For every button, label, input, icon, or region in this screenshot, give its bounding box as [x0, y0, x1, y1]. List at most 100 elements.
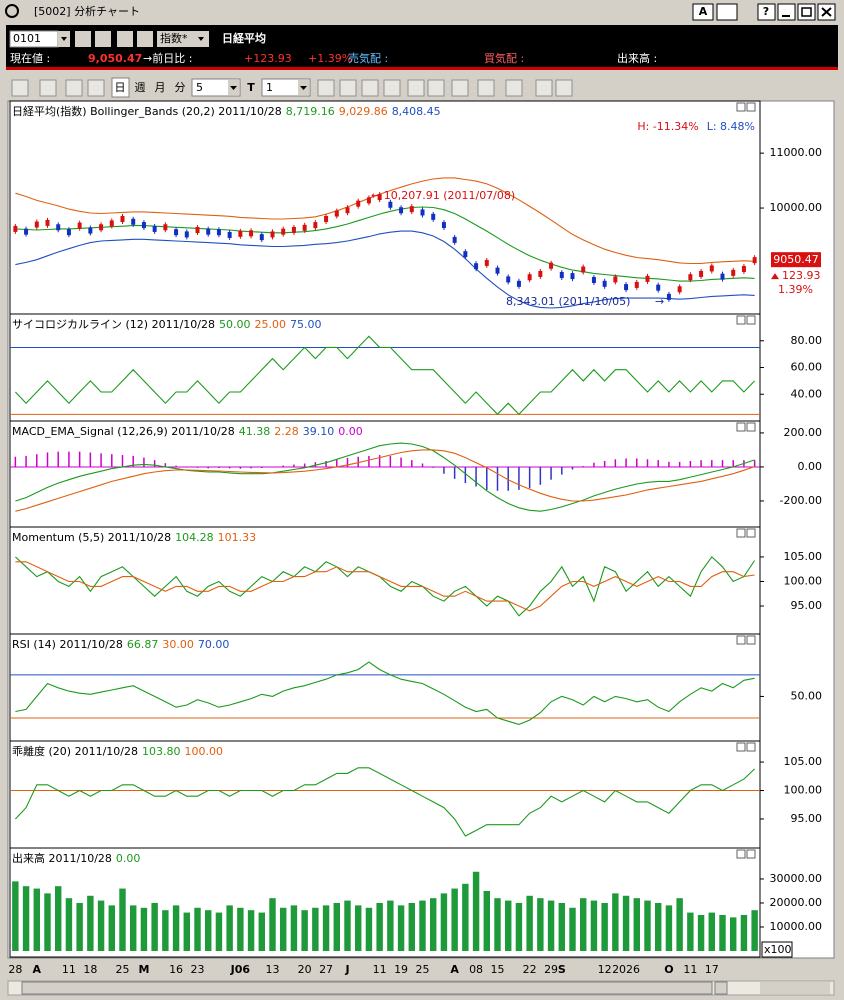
panel-min-button[interactable] [736, 422, 746, 432]
grid-tool-button[interactable] [407, 79, 425, 97]
price-box [771, 252, 821, 268]
check-button[interactable] [117, 31, 133, 47]
x-tick-label: 11 [62, 963, 76, 976]
line-tool-button[interactable] [317, 79, 335, 97]
bar-tool-button[interactable] [339, 79, 357, 97]
x-tick-label: 11 [683, 963, 697, 976]
minimize-button[interactable] [777, 3, 796, 21]
edit-tool-button[interactable] [555, 79, 573, 97]
table-tool-button[interactable] [427, 79, 445, 97]
candle [195, 227, 200, 234]
font-button[interactable] [692, 3, 714, 21]
legend-value: 100.00 [184, 745, 223, 758]
scroll-thumb[interactable] [21, 981, 713, 995]
index-button[interactable] [95, 31, 111, 47]
copy-button[interactable] [65, 79, 83, 97]
legend-value: 2.28 [274, 425, 299, 438]
panel-close-button[interactable] [746, 315, 756, 325]
y-tick-label: 100.00 [784, 784, 823, 797]
candle [720, 273, 725, 280]
candle [516, 280, 521, 287]
app-icon [5, 4, 19, 18]
x-tick-label: O [664, 963, 673, 976]
help-button[interactable] [757, 3, 776, 21]
y-tick-label: 60.00 [791, 361, 823, 374]
volume-bar [344, 900, 351, 951]
panel-min-button[interactable] [736, 315, 746, 325]
volume-bar [612, 893, 619, 951]
legend-value: 0.00 [338, 425, 363, 438]
y-tick-label: 11000.00 [770, 146, 823, 159]
day-button-selected[interactable] [111, 77, 130, 98]
copy-button[interactable] [716, 3, 738, 21]
y-tick-label: 0.00 [798, 460, 823, 473]
panel-min-button[interactable] [736, 742, 746, 752]
x-tick-label: 12 [598, 963, 612, 976]
legend-value: 25.00 [254, 318, 286, 331]
panel-min-button[interactable] [736, 849, 746, 859]
market-select[interactable] [157, 31, 209, 47]
legend-value: 75.00 [290, 318, 322, 331]
volume-bar [569, 907, 576, 951]
save-tool-button[interactable] [535, 79, 553, 97]
volume-bar [22, 886, 30, 951]
help-label: ? [763, 5, 769, 18]
candle [77, 222, 82, 229]
candle [656, 284, 661, 291]
x-tick-label: 15 [491, 963, 505, 976]
zoom-controls[interactable] [760, 982, 830, 994]
volume-bar [558, 902, 565, 951]
volume-bar [140, 907, 148, 951]
volume-bar [162, 910, 169, 951]
paste-button[interactable] [87, 79, 105, 97]
high-low-value: H: -11.34% [637, 120, 698, 133]
price-label: 現在値 : [10, 52, 50, 65]
candle [366, 197, 371, 204]
maximize-button[interactable] [797, 3, 816, 21]
x-tick-label: 25 [416, 963, 430, 976]
y-tick-label: 30000.00 [770, 872, 823, 885]
x-tick-label: J06 [230, 963, 251, 976]
panel-frame [9, 740, 761, 849]
panel-close-button[interactable] [746, 102, 756, 112]
price-change-pct: 1.39% [778, 283, 813, 296]
enter-button[interactable] [75, 31, 91, 47]
panel-close-button[interactable] [746, 849, 756, 859]
panel-frame [9, 100, 761, 315]
volume-bar [33, 888, 40, 951]
bid-label: 買気配 : [484, 51, 524, 65]
minute-button[interactable]: 分 [175, 81, 186, 94]
volume-bar [633, 898, 640, 951]
volume-bar [537, 898, 544, 951]
eraser-tool-button[interactable] [451, 79, 469, 97]
layout-button[interactable] [11, 79, 29, 97]
delete-tool-button[interactable] [477, 79, 495, 97]
sort-tool-button[interactable] [383, 79, 401, 97]
panel-title: 日経平均(指数) Bollinger_Bands (20,2) 2011/10/… [12, 104, 441, 118]
scroll-right[interactable] [714, 981, 728, 995]
quote-underline [6, 67, 838, 70]
series-line [15, 561, 755, 612]
volume-bar [419, 900, 426, 951]
zoom-button[interactable] [39, 79, 57, 97]
candle-tool-button[interactable] [361, 79, 379, 97]
panel-close-button[interactable] [746, 528, 756, 538]
day-button[interactable]: 日 [115, 81, 126, 94]
tick-button[interactable]: T [247, 81, 255, 94]
clear-button[interactable] [137, 31, 153, 47]
panel-close-button[interactable] [746, 422, 756, 432]
dropdown-arrow [198, 37, 204, 41]
month-button[interactable]: 月 [155, 81, 166, 94]
volume-bar [290, 905, 298, 951]
panel-min-button[interactable] [736, 635, 746, 645]
print-tool-button[interactable] [505, 79, 523, 97]
panel-min-button[interactable] [736, 102, 746, 112]
panel-frame [9, 526, 761, 635]
volume-bar [183, 912, 190, 951]
panel-close-button[interactable] [746, 635, 756, 645]
week-button[interactable]: 週 [135, 81, 146, 94]
panel-close-button[interactable] [746, 742, 756, 752]
volume-bar [494, 898, 501, 951]
volume-bar [365, 907, 373, 951]
panel-min-button[interactable] [736, 528, 746, 538]
